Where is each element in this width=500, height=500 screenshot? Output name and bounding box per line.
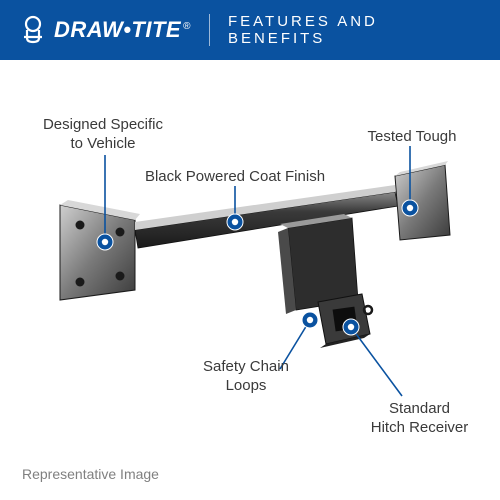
footer-note: Representative Image bbox=[22, 466, 159, 482]
header-bar: DRAW•TITE® FEATURES AND BENEFITS bbox=[0, 0, 500, 60]
receiver-tube bbox=[306, 294, 372, 348]
callout-finish: Black Powered Coat Finish bbox=[120, 168, 350, 187]
callout-loops: Safety ChainLoops bbox=[186, 358, 306, 396]
callout-receiver: StandardHitch Receiver bbox=[352, 400, 487, 438]
header-divider bbox=[209, 14, 210, 46]
header-tagline: FEATURES AND BENEFITS bbox=[228, 13, 482, 47]
marker-designed bbox=[97, 234, 113, 250]
drop-bracket bbox=[278, 214, 358, 314]
product-illustration bbox=[0, 0, 500, 500]
marker-receiver bbox=[343, 319, 359, 335]
left-plate bbox=[60, 200, 140, 300]
leader-line-receiver bbox=[351, 327, 402, 396]
right-plate bbox=[395, 161, 450, 240]
marker-tested bbox=[402, 200, 418, 216]
leader-line-loops bbox=[280, 320, 310, 369]
callout-tested: Tested Tough bbox=[352, 128, 472, 147]
brand-name: DRAW•TITE® bbox=[54, 17, 191, 43]
brand-logo: DRAW•TITE® bbox=[18, 15, 191, 45]
callout-designed: Designed Specificto Vehicle bbox=[28, 116, 178, 154]
marker-loops bbox=[302, 312, 318, 328]
marker-finish bbox=[227, 214, 243, 230]
cross-bar bbox=[135, 185, 398, 248]
hitch-ball-icon bbox=[18, 15, 48, 45]
annotation-layer bbox=[0, 0, 500, 500]
